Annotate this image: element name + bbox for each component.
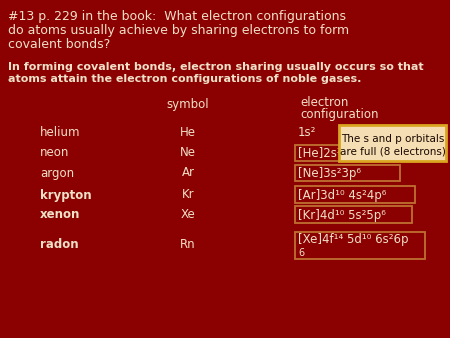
Text: do atoms usually achieve by sharing electrons to form: do atoms usually achieve by sharing elec… <box>8 24 349 37</box>
Text: Ne: Ne <box>180 146 196 160</box>
Text: 6: 6 <box>298 248 304 258</box>
Text: helium: helium <box>40 125 81 139</box>
Text: symbol: symbol <box>166 98 209 111</box>
Text: [Ar]3d¹⁰ 4s²4p⁶: [Ar]3d¹⁰ 4s²4p⁶ <box>298 189 387 201</box>
Text: Ar: Ar <box>181 167 194 179</box>
FancyBboxPatch shape <box>339 125 446 161</box>
Text: Kr: Kr <box>182 189 194 201</box>
Text: [Ne]3s²3p⁶: [Ne]3s²3p⁶ <box>298 167 361 179</box>
Text: 1s²: 1s² <box>298 125 316 139</box>
Text: covalent bonds?: covalent bonds? <box>8 38 110 51</box>
Text: In forming covalent bonds, electron sharing usually occurs so that: In forming covalent bonds, electron shar… <box>8 62 423 72</box>
Text: radon: radon <box>40 239 79 251</box>
Text: configuration: configuration <box>300 108 378 121</box>
Text: are full (8 electrons): are full (8 electrons) <box>340 146 446 156</box>
Text: [He]2s²2p⁶: [He]2s²2p⁶ <box>298 146 361 160</box>
Text: krypton: krypton <box>40 189 92 201</box>
Text: neon: neon <box>40 146 69 160</box>
Text: argon: argon <box>40 167 74 179</box>
Text: He: He <box>180 125 196 139</box>
Text: [Kr]4d¹⁰ 5s²5p⁶: [Kr]4d¹⁰ 5s²5p⁶ <box>298 209 386 221</box>
Text: Xe: Xe <box>180 209 195 221</box>
Text: The s and p orbitals: The s and p orbitals <box>341 134 444 144</box>
Text: [Xe]4f¹⁴ 5d¹⁰ 6s²6p: [Xe]4f¹⁴ 5d¹⁰ 6s²6p <box>298 233 409 245</box>
Text: atoms attain the electron configurations of noble gases.: atoms attain the electron configurations… <box>8 74 361 84</box>
Text: xenon: xenon <box>40 209 81 221</box>
Text: Rn: Rn <box>180 239 196 251</box>
Text: #13 p. 229 in the book:  What electron configurations: #13 p. 229 in the book: What electron co… <box>8 10 346 23</box>
Text: electron: electron <box>300 96 348 109</box>
